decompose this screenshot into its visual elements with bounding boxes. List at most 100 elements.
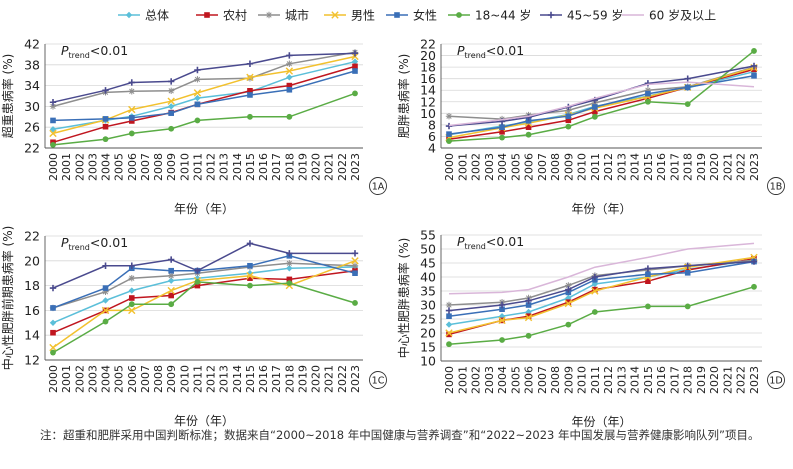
x-tick-label: 2006 (126, 153, 139, 181)
y-tick-label: 22 (24, 141, 40, 156)
data-point (128, 301, 135, 308)
data-point (684, 84, 691, 91)
series-18~44 岁 (50, 90, 358, 148)
x-tick-label: 2005 (509, 366, 522, 394)
y-tick-label: 8 (428, 117, 436, 132)
data-point (644, 87, 652, 94)
data-point (101, 306, 110, 315)
data-point (645, 90, 651, 97)
y-tick-label: 18 (420, 60, 436, 75)
data-point (285, 67, 294, 75)
data-point (167, 286, 175, 295)
data-point (445, 321, 453, 328)
x-tick-label: 2016 (257, 153, 270, 181)
x-tick-label: 2004 (496, 153, 509, 181)
x-tick-label: 2016 (257, 365, 270, 393)
data-point (525, 297, 532, 304)
data-point (167, 256, 175, 263)
x-tick-label: 2006 (523, 366, 536, 394)
x-tick-label: 2013 (615, 366, 628, 394)
data-point (50, 141, 56, 148)
p-trend-annotation: Ptrend<0.01 (457, 234, 524, 251)
data-point (194, 101, 201, 108)
data-point (499, 337, 505, 343)
y-axis-title: 超重患病率 (%) (0, 54, 15, 139)
data-point (645, 95, 651, 102)
data-point (102, 87, 109, 94)
data-point (565, 113, 572, 120)
data-point (286, 52, 293, 59)
x-tick-label: 2011 (191, 365, 204, 393)
x-tick-label: 2018 (283, 365, 296, 393)
x-tick-label: 2005 (113, 153, 126, 181)
data-point (684, 303, 691, 310)
data-point (565, 282, 572, 289)
data-point (247, 92, 253, 98)
series-line (448, 260, 755, 317)
x-tick-label: 2010 (576, 153, 589, 181)
panel-label-circle (369, 371, 387, 389)
x-tick-label: 2001 (60, 153, 73, 181)
data-point (525, 302, 532, 308)
x-tick-label: 2011 (191, 153, 204, 181)
legend-item: 城市 (258, 8, 309, 23)
x-tick-label: 2018 (682, 153, 695, 181)
data-point (49, 103, 57, 110)
data-point (445, 113, 453, 120)
data-point (102, 123, 109, 130)
y-tick-label: 14 (420, 83, 436, 98)
y-tick-label: 42 (24, 37, 40, 52)
data-point (591, 287, 599, 295)
data-point (167, 87, 175, 94)
x-tick-label: 2001 (456, 366, 469, 394)
data-point (684, 75, 691, 82)
data-point (168, 301, 175, 308)
y-tick-label: 34 (24, 78, 40, 93)
x-tick-label: 2010 (178, 153, 191, 181)
series-line (52, 266, 356, 324)
x-tick-label: 2009 (562, 366, 575, 394)
data-point (684, 262, 691, 269)
x-tick-label: 2004 (100, 365, 113, 393)
data-point (168, 125, 175, 132)
series-45~59 岁 (445, 258, 758, 314)
x-tick-label: 2014 (231, 153, 244, 181)
x-tick-label: 2019 (296, 365, 309, 393)
data-point (128, 79, 135, 86)
data-point (50, 329, 56, 336)
series-18~44 岁 (50, 278, 358, 356)
legend-marker (265, 11, 273, 19)
data-point (565, 286, 572, 293)
y-tick-label: 22 (24, 229, 40, 244)
data-point (446, 331, 452, 338)
x-tick-label: 2005 (113, 365, 126, 393)
legend-marker (204, 12, 210, 18)
x-tick-label: 2008 (152, 365, 165, 393)
x-tick-label: 2020 (310, 153, 323, 181)
x-tick-label: 2008 (152, 153, 165, 181)
x-tick-label: 2011 (589, 153, 602, 181)
data-point (445, 301, 453, 309)
data-point (524, 313, 533, 322)
data-point (246, 60, 254, 67)
data-point (286, 60, 293, 67)
x-tick-label: 2020 (708, 366, 721, 394)
data-point (50, 349, 56, 356)
data-point (246, 75, 254, 82)
legend-item: 女性 (386, 8, 437, 23)
data-point (286, 276, 293, 283)
x-tick-label: 2023 (349, 365, 362, 393)
data-point (102, 116, 109, 122)
data-point (352, 90, 358, 97)
data-point (498, 301, 506, 309)
x-tick-label: 2022 (735, 153, 748, 181)
figure-note: 注：超重和肥胖采用中国判断标准；数据来自“2000~2018 年中国健康与营养调… (40, 428, 760, 442)
y-tick-label: 38 (24, 57, 40, 72)
data-point (499, 129, 505, 135)
data-point (525, 332, 532, 339)
x-tick-label: 2011 (589, 366, 602, 394)
data-point (565, 299, 572, 305)
x-tick-label: 2021 (323, 365, 336, 393)
